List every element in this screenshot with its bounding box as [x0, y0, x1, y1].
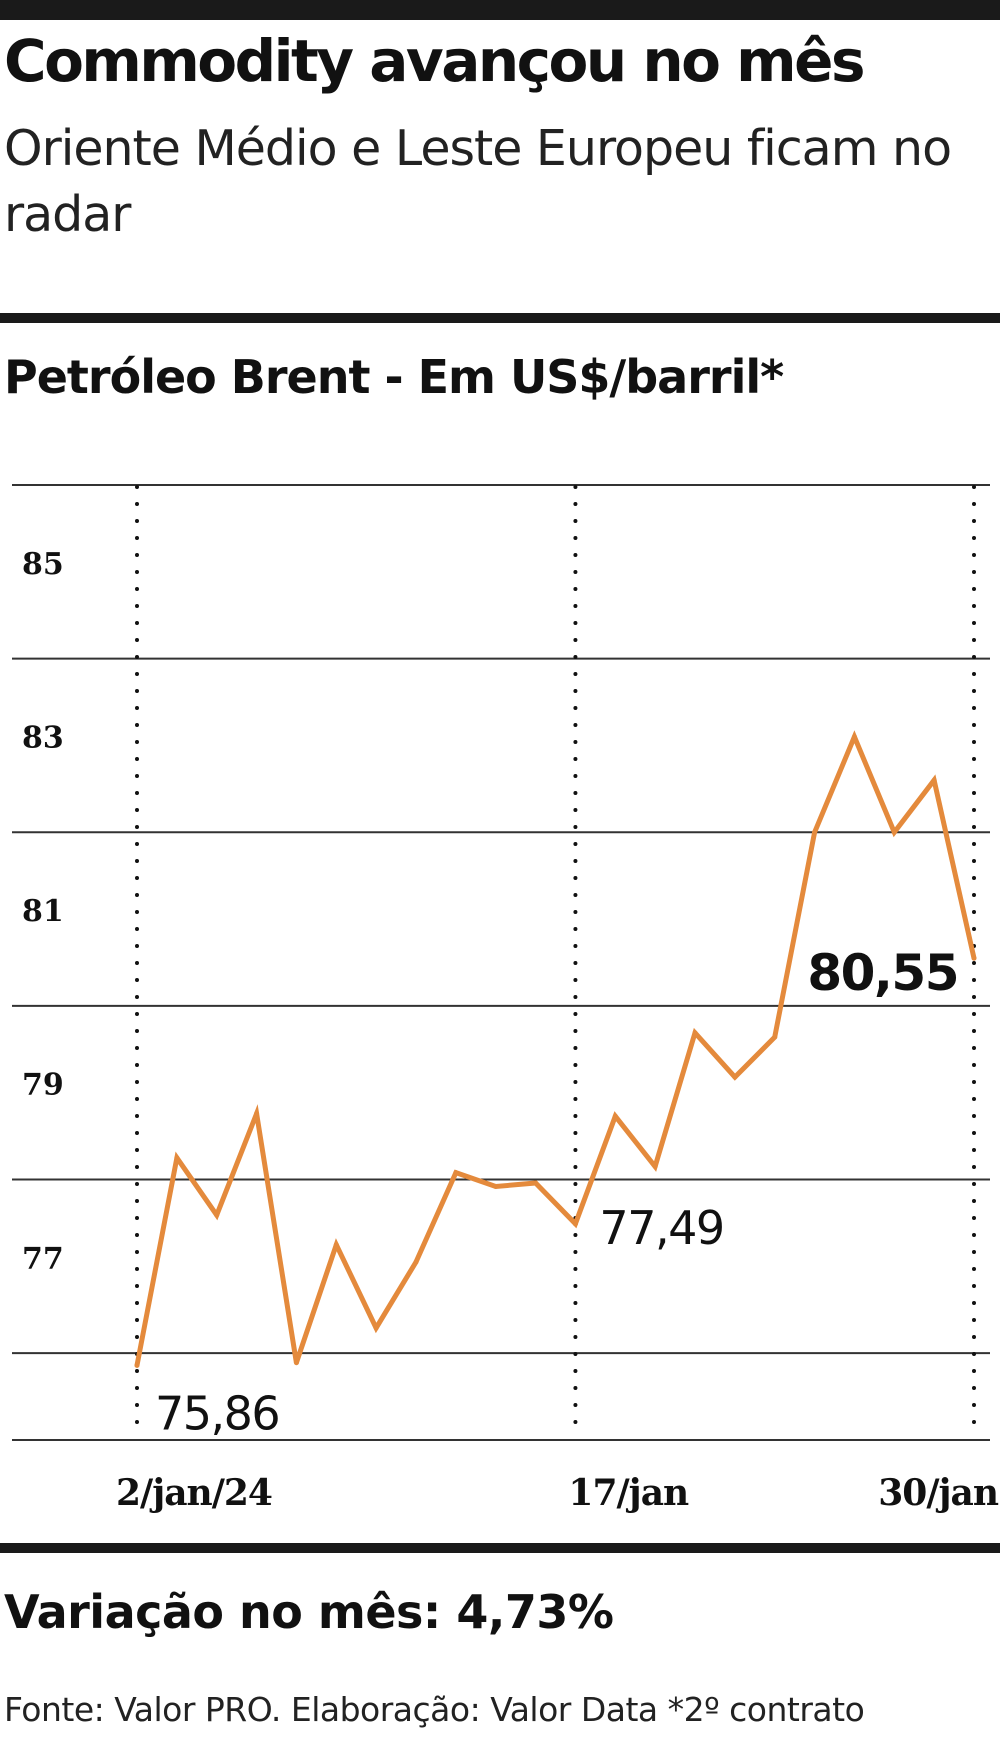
data-point [851, 734, 857, 740]
data-point [134, 1362, 140, 1368]
data-label: 77,49 [599, 1201, 723, 1255]
data-label: 80,55 [807, 944, 958, 1002]
data-point [891, 829, 897, 835]
data-point [732, 1074, 738, 1080]
brent-line-chart: 85 83 81 79 77 2/jan/24 17/jan 30/jan 75,86 77,49… [12, 484, 1000, 1514]
y-tick-label: 85 [22, 547, 64, 582]
data-point [533, 1180, 539, 1186]
data-point [174, 1155, 180, 1161]
source-note: Fonte: Valor PRO. Elaboração: Valor Data… [4, 1690, 865, 1729]
subtitle: Oriente Médio e Leste Europeu ficam no r… [4, 120, 952, 243]
bottom-rule [0, 1543, 1000, 1553]
x-tick-label: 17/jan [568, 1472, 689, 1514]
data-point [493, 1183, 499, 1189]
y-tick-label: 79 [22, 1068, 64, 1103]
data-point [293, 1360, 299, 1366]
data-point [453, 1170, 459, 1176]
y-tick-label: 81 [22, 894, 64, 929]
headline: Commodity avançou no mês [4, 27, 865, 95]
data-point [931, 777, 937, 783]
data-point [812, 829, 818, 835]
series-line [134, 730, 977, 1368]
data-label: 75,86 [155, 1386, 279, 1440]
y-tick-label: 77 [22, 1241, 64, 1276]
data-point [692, 1030, 698, 1036]
data-point [254, 1111, 260, 1117]
data-point [772, 1034, 778, 1040]
data-point [214, 1212, 220, 1218]
section-rule [0, 313, 1000, 323]
data-point [373, 1325, 379, 1331]
data-point [652, 1164, 658, 1170]
chart-title: Petróleo Brent - Em US$/barril* [4, 350, 784, 404]
data-point [612, 1113, 618, 1119]
data-point [333, 1242, 339, 1248]
x-tick-label: 2/jan/24 [116, 1472, 272, 1514]
data-point [572, 1221, 578, 1227]
y-tick-label: 83 [22, 720, 64, 755]
monthly-variation: Variação no mês: 4,73% [4, 1585, 614, 1639]
data-point [413, 1259, 419, 1265]
x-tick-label: 30/jan [878, 1472, 999, 1514]
data-point [971, 955, 977, 961]
top-rule [0, 0, 1000, 20]
